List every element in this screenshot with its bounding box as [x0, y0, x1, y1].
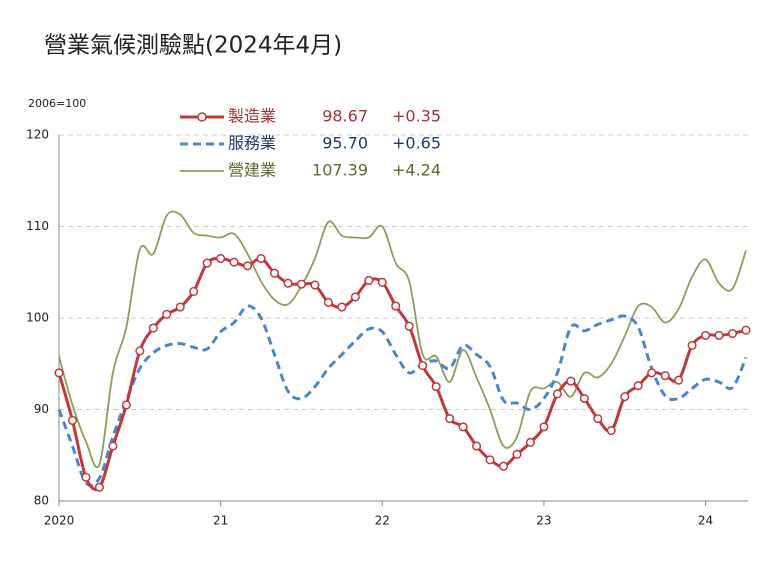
- point: [566, 376, 576, 386]
- point: [337, 302, 347, 312]
- point: [458, 422, 468, 432]
- point: [175, 302, 185, 312]
- point: [727, 329, 738, 339]
- y-tick-label: 90: [34, 402, 49, 416]
- series-line: [57, 304, 748, 488]
- point: [741, 325, 751, 335]
- point: [633, 381, 643, 391]
- point: [162, 309, 172, 319]
- y-tick-label: 120: [26, 128, 49, 142]
- point: [108, 441, 118, 451]
- point: [310, 280, 320, 290]
- legend-marker: [197, 112, 207, 122]
- point: [54, 368, 64, 378]
- point: [94, 482, 104, 492]
- point: [404, 321, 414, 331]
- series-line: [57, 256, 747, 491]
- point: [67, 415, 78, 426]
- y-tick-label: 80: [34, 494, 49, 508]
- point: [445, 414, 455, 424]
- point: [498, 461, 509, 471]
- point: [364, 275, 374, 286]
- y-tick-label: 110: [26, 219, 49, 233]
- point: [539, 422, 549, 432]
- x-tick-label: 22: [375, 514, 390, 528]
- point: [512, 449, 522, 459]
- legend-latest: 95.70: [322, 134, 368, 153]
- x-tick-label: 24: [698, 514, 713, 528]
- point: [283, 278, 293, 288]
- point: [121, 400, 131, 410]
- point: [687, 340, 697, 351]
- x-tick-label: 21: [213, 514, 228, 528]
- point: [620, 392, 630, 402]
- legend-latest: 98.67: [322, 107, 368, 126]
- point: [229, 257, 239, 267]
- point: [377, 277, 387, 287]
- y-tick-label: 100: [26, 311, 49, 325]
- point: [323, 297, 333, 307]
- point: [472, 441, 482, 451]
- point: [593, 414, 603, 424]
- legend-change: +0.35: [392, 107, 441, 126]
- point: [391, 301, 401, 311]
- legend-name: 服務業: [228, 134, 276, 153]
- point: [81, 472, 91, 482]
- unit-note: 2006=100: [28, 97, 86, 110]
- point: [674, 375, 684, 385]
- point: [350, 292, 360, 302]
- point: [647, 368, 657, 378]
- point: [579, 393, 589, 404]
- point: [256, 253, 266, 264]
- series-line: [58, 210, 747, 469]
- point: [714, 330, 724, 340]
- point: [202, 258, 212, 268]
- point: [269, 268, 280, 278]
- legend-name: 營建業: [228, 161, 276, 180]
- legend-name: 製造業: [228, 107, 276, 126]
- point: [485, 455, 495, 465]
- point: [216, 253, 226, 264]
- point: [606, 425, 616, 436]
- point: [525, 437, 536, 447]
- point: [418, 361, 428, 371]
- chart-title: 營業氣候測驗點(2024年4月): [44, 33, 342, 59]
- point: [296, 279, 307, 289]
- point: [552, 389, 562, 399]
- point: [660, 371, 670, 381]
- x-tick-label: 2020: [44, 514, 75, 528]
- point: [148, 323, 158, 333]
- legend-latest: 107.39: [312, 161, 368, 180]
- point: [431, 382, 441, 392]
- point: [135, 346, 145, 356]
- legend-change: +4.24: [392, 161, 441, 180]
- legend-change: +0.65: [392, 134, 441, 153]
- x-tick-label: 23: [536, 514, 551, 528]
- point: [701, 330, 711, 340]
- point: [243, 261, 253, 271]
- point: [189, 286, 199, 297]
